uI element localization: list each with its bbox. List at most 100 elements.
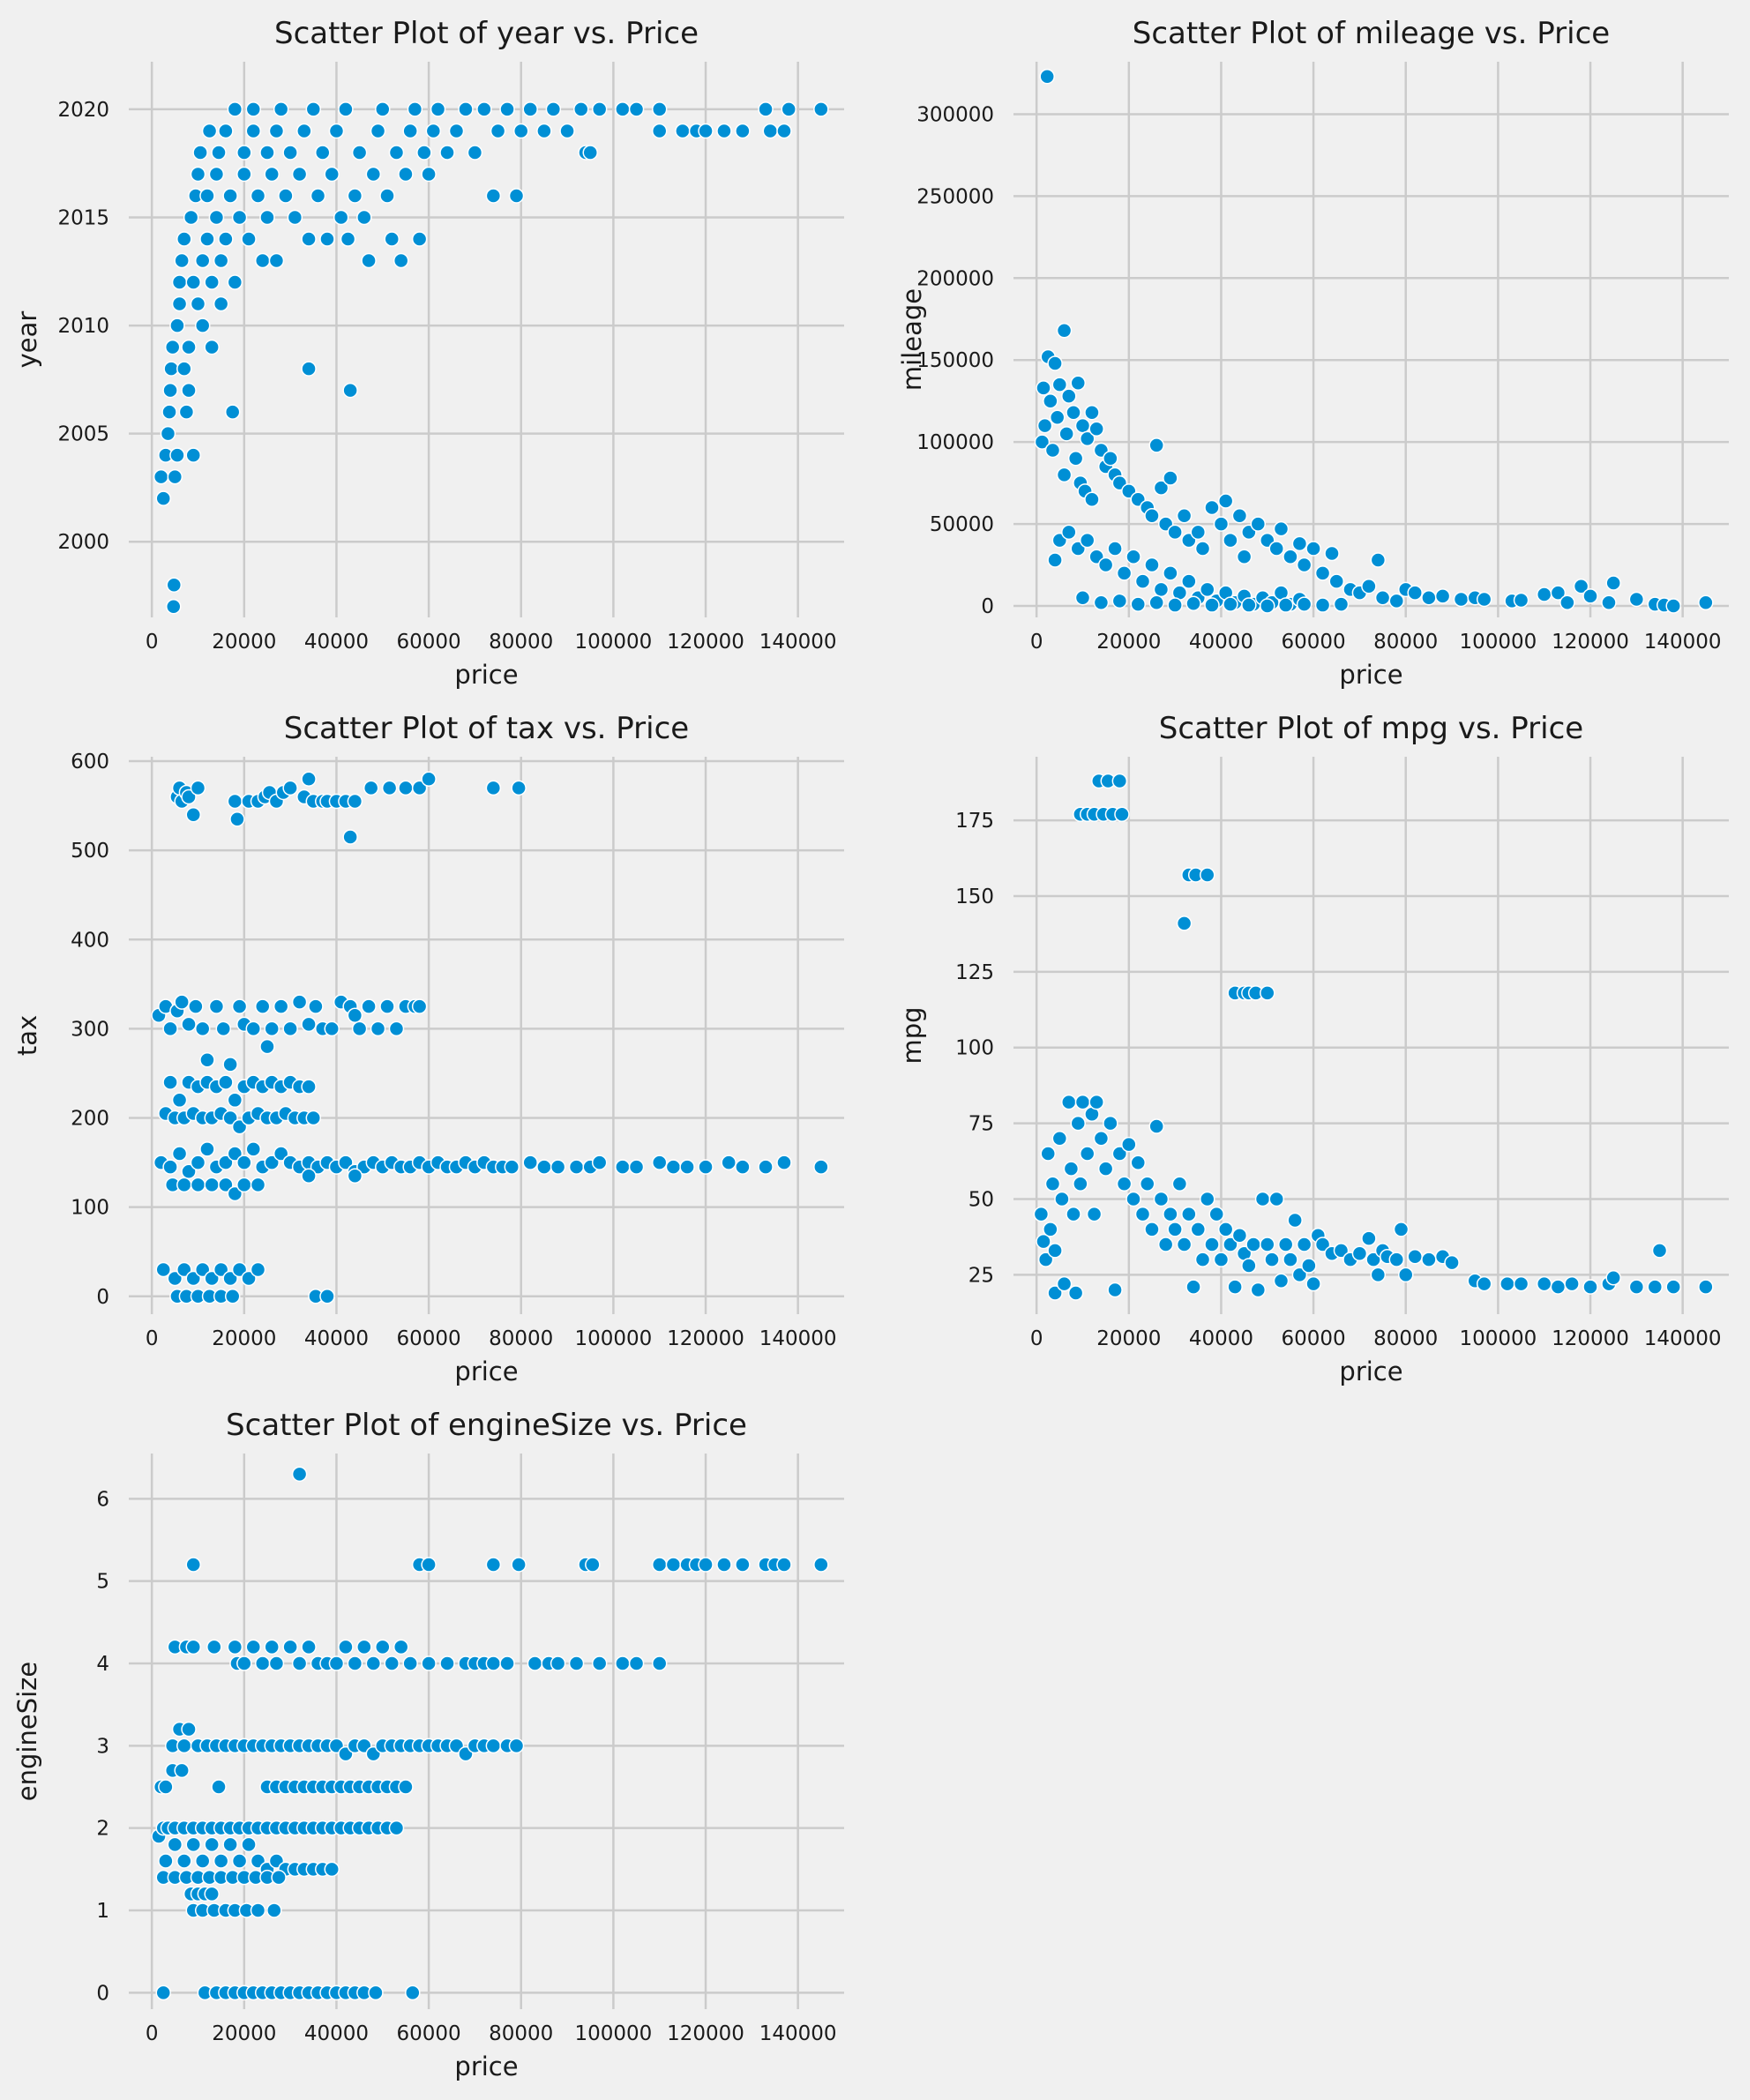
data-point bbox=[194, 252, 211, 269]
data-point bbox=[1374, 589, 1391, 606]
data-point bbox=[665, 1557, 682, 1573]
data-point bbox=[1107, 1282, 1123, 1298]
x-tick-label: 80000 bbox=[1373, 631, 1438, 654]
data-point bbox=[1305, 541, 1321, 557]
data-point bbox=[1217, 1222, 1234, 1237]
data-point bbox=[178, 404, 195, 420]
data-point bbox=[185, 806, 202, 823]
x-tick-label: 140000 bbox=[759, 1327, 837, 1350]
data-point bbox=[411, 231, 428, 247]
data-point bbox=[190, 295, 206, 312]
data-point bbox=[208, 209, 225, 226]
data-point bbox=[1250, 516, 1267, 532]
data-point bbox=[1314, 1237, 1331, 1252]
data-point bbox=[305, 1110, 322, 1126]
x-tick-label: 60000 bbox=[397, 2022, 461, 2045]
data-point bbox=[615, 1159, 631, 1175]
data-point bbox=[411, 998, 428, 1014]
data-point bbox=[1040, 1146, 1056, 1162]
data-point bbox=[1088, 1094, 1104, 1110]
data-point bbox=[365, 166, 382, 183]
data-point bbox=[227, 1639, 243, 1655]
data-point bbox=[1039, 68, 1055, 85]
data-point bbox=[379, 998, 395, 1014]
data-point bbox=[1260, 598, 1275, 614]
data-point bbox=[324, 166, 340, 183]
data-point bbox=[185, 1270, 202, 1287]
data-point bbox=[181, 1016, 197, 1033]
data-point bbox=[1079, 430, 1096, 447]
data-point bbox=[160, 425, 176, 442]
x-tick-label: 100000 bbox=[574, 631, 652, 654]
data-point bbox=[351, 145, 368, 161]
data-point bbox=[222, 188, 238, 204]
data-point bbox=[1268, 541, 1284, 557]
data-point bbox=[153, 468, 169, 485]
data-point bbox=[776, 123, 792, 139]
data-point bbox=[1037, 1252, 1054, 1267]
data-point bbox=[1647, 1279, 1664, 1295]
data-point bbox=[1051, 377, 1068, 392]
data-point bbox=[1185, 1279, 1201, 1295]
data-point bbox=[1273, 520, 1290, 537]
data-point bbox=[1698, 1279, 1714, 1295]
data-point bbox=[1153, 581, 1170, 598]
data-point bbox=[236, 1655, 252, 1671]
data-point bbox=[333, 209, 349, 226]
data-point bbox=[527, 1655, 543, 1671]
data-point bbox=[250, 1177, 266, 1193]
data-point bbox=[1111, 1146, 1128, 1162]
data-point bbox=[421, 771, 437, 788]
data-point bbox=[430, 101, 446, 117]
data-point bbox=[591, 1155, 608, 1170]
x-tick-label: 120000 bbox=[1552, 1327, 1629, 1350]
data-point bbox=[301, 1639, 317, 1655]
data-point bbox=[1144, 557, 1160, 573]
data-point bbox=[485, 1557, 502, 1573]
data-point bbox=[1134, 573, 1151, 589]
data-point bbox=[231, 998, 248, 1014]
scatter-points bbox=[151, 771, 829, 1304]
data-point bbox=[416, 145, 432, 161]
y-axis-label: engineSize bbox=[12, 1662, 42, 1801]
data-point bbox=[176, 361, 192, 377]
data-point bbox=[1084, 404, 1100, 421]
y-tick-label: 2020 bbox=[57, 99, 109, 122]
data-point bbox=[1223, 596, 1238, 612]
data-point bbox=[665, 1159, 682, 1175]
data-point bbox=[735, 123, 751, 139]
data-point bbox=[342, 382, 358, 399]
data-point bbox=[1058, 426, 1074, 442]
data-point bbox=[1260, 985, 1275, 1001]
data-point bbox=[1111, 773, 1128, 789]
data-point bbox=[1049, 409, 1066, 426]
data-point bbox=[273, 101, 289, 117]
y-tick-label: 150 bbox=[955, 886, 994, 908]
data-point bbox=[1393, 1222, 1410, 1237]
data-point bbox=[162, 1159, 178, 1175]
x-tick-label: 140000 bbox=[759, 631, 837, 654]
data-point bbox=[1079, 1146, 1096, 1162]
data-point bbox=[204, 1177, 220, 1193]
data-point bbox=[236, 1155, 252, 1170]
y-tick-label: 100 bbox=[955, 1037, 994, 1060]
data-point bbox=[190, 1155, 206, 1170]
data-point bbox=[1628, 591, 1645, 608]
y-tick-label: 175 bbox=[955, 810, 994, 833]
x-tick-label: 60000 bbox=[397, 631, 461, 654]
data-point bbox=[204, 339, 220, 355]
data-point bbox=[301, 1168, 317, 1185]
data-point bbox=[1264, 1252, 1280, 1267]
x-tick-label: 100000 bbox=[574, 2022, 652, 2045]
data-point bbox=[698, 1159, 714, 1175]
data-point bbox=[1204, 597, 1220, 613]
data-point bbox=[231, 1261, 248, 1278]
data-point bbox=[224, 1289, 241, 1304]
data-point bbox=[161, 404, 177, 420]
data-point bbox=[301, 361, 317, 377]
data-point bbox=[381, 780, 398, 796]
data-point bbox=[1036, 417, 1053, 434]
data-point bbox=[1176, 1237, 1193, 1252]
data-point bbox=[1167, 597, 1183, 613]
x-tick-label: 0 bbox=[146, 1327, 159, 1350]
